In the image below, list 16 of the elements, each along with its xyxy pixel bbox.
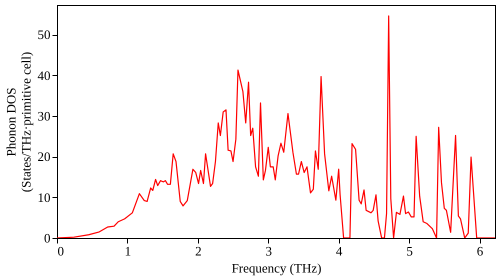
- x-tick-label: 2: [195, 244, 202, 258]
- y-tick-label: 10: [38, 190, 50, 205]
- y-tick-label: 20: [38, 149, 50, 164]
- x-axis-title: Frequency (THz): [232, 260, 322, 276]
- y-tick-label: 50: [38, 27, 50, 42]
- y-tick-label: 30: [38, 108, 50, 124]
- x-tick-label: 3: [266, 244, 272, 258]
- x-tick-label: 5: [406, 244, 413, 258]
- y-tick-label: 0: [44, 230, 50, 246]
- y-axis-title: Phonon DOS (States/THz·primitive cell): [4, 52, 34, 192]
- x-tick-label: 1: [124, 244, 132, 258]
- line-series: [57, 15, 495, 238]
- x-tick-label: 4: [336, 244, 343, 258]
- x-tick-label: 0: [58, 244, 64, 258]
- x-tick-label: 6: [476, 244, 484, 258]
- y-tick-label: 40: [38, 68, 50, 83]
